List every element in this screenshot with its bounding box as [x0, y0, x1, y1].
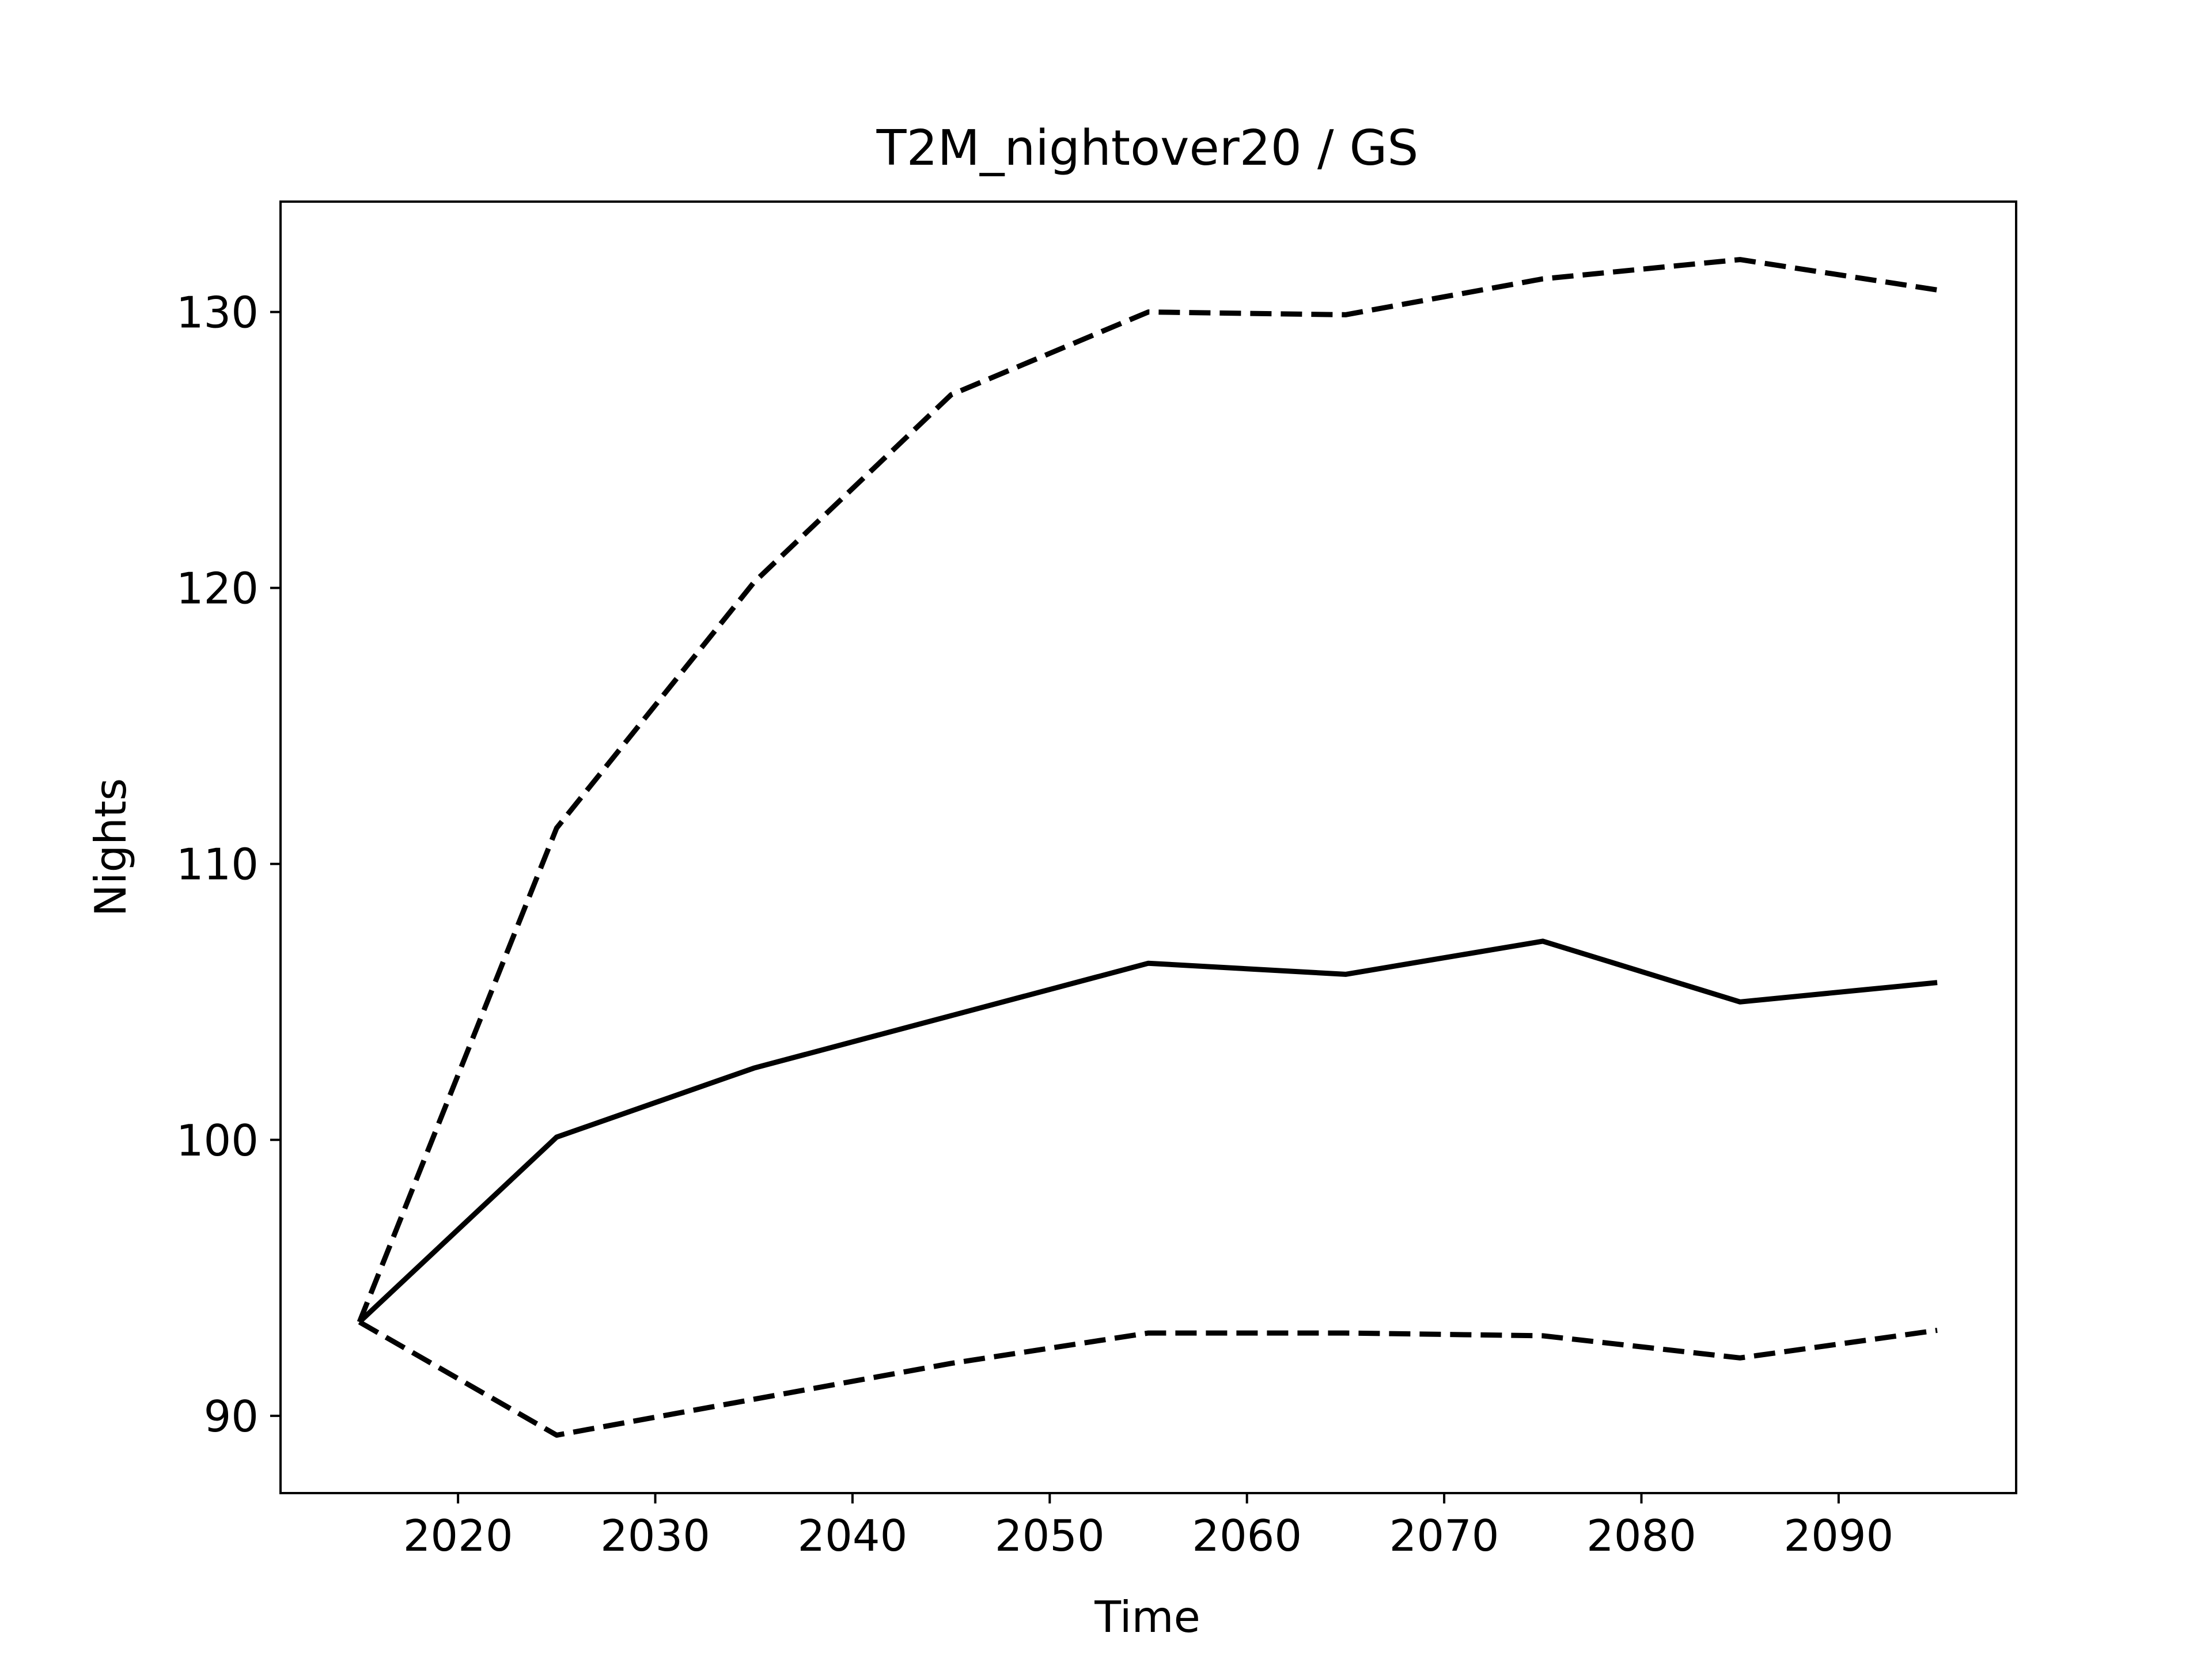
x-tick-label: 2030	[600, 1510, 710, 1561]
y-tick-label: 120	[176, 563, 259, 614]
x-tick-label: 2060	[1192, 1510, 1302, 1561]
solid-series-line-1	[357, 938, 1938, 1324]
x-tick-label: 2050	[995, 1510, 1105, 1561]
y-tick-label: 90	[204, 1391, 259, 1442]
x-tick-label: 2080	[1586, 1510, 1696, 1561]
y-axis: 90 100 110 120 130	[176, 287, 281, 1442]
dashed-series-line-3	[358, 1320, 1938, 1438]
x-tick-label: 2070	[1389, 1510, 1499, 1561]
x-tick-label: 2090	[1783, 1510, 1893, 1561]
chart-title: T2M_nightover20 / GS	[876, 120, 1419, 177]
x-tick-label: 2040	[797, 1510, 907, 1561]
y-axis-label: Nights	[85, 778, 136, 917]
x-tick-label: 2020	[403, 1510, 513, 1561]
y-tick-label: 130	[176, 287, 259, 338]
x-axis: 2020 2030 2040 2050 2060 2070 2080 2090	[403, 1493, 1893, 1561]
dashed-series-line-2	[357, 257, 1938, 1323]
series-layer	[357, 257, 1938, 1438]
plot-frame	[279, 200, 2017, 1494]
y-tick-label: 110	[176, 839, 259, 890]
x-axis-label: Time	[1094, 1592, 1200, 1642]
y-tick-label: 100	[176, 1115, 259, 1166]
